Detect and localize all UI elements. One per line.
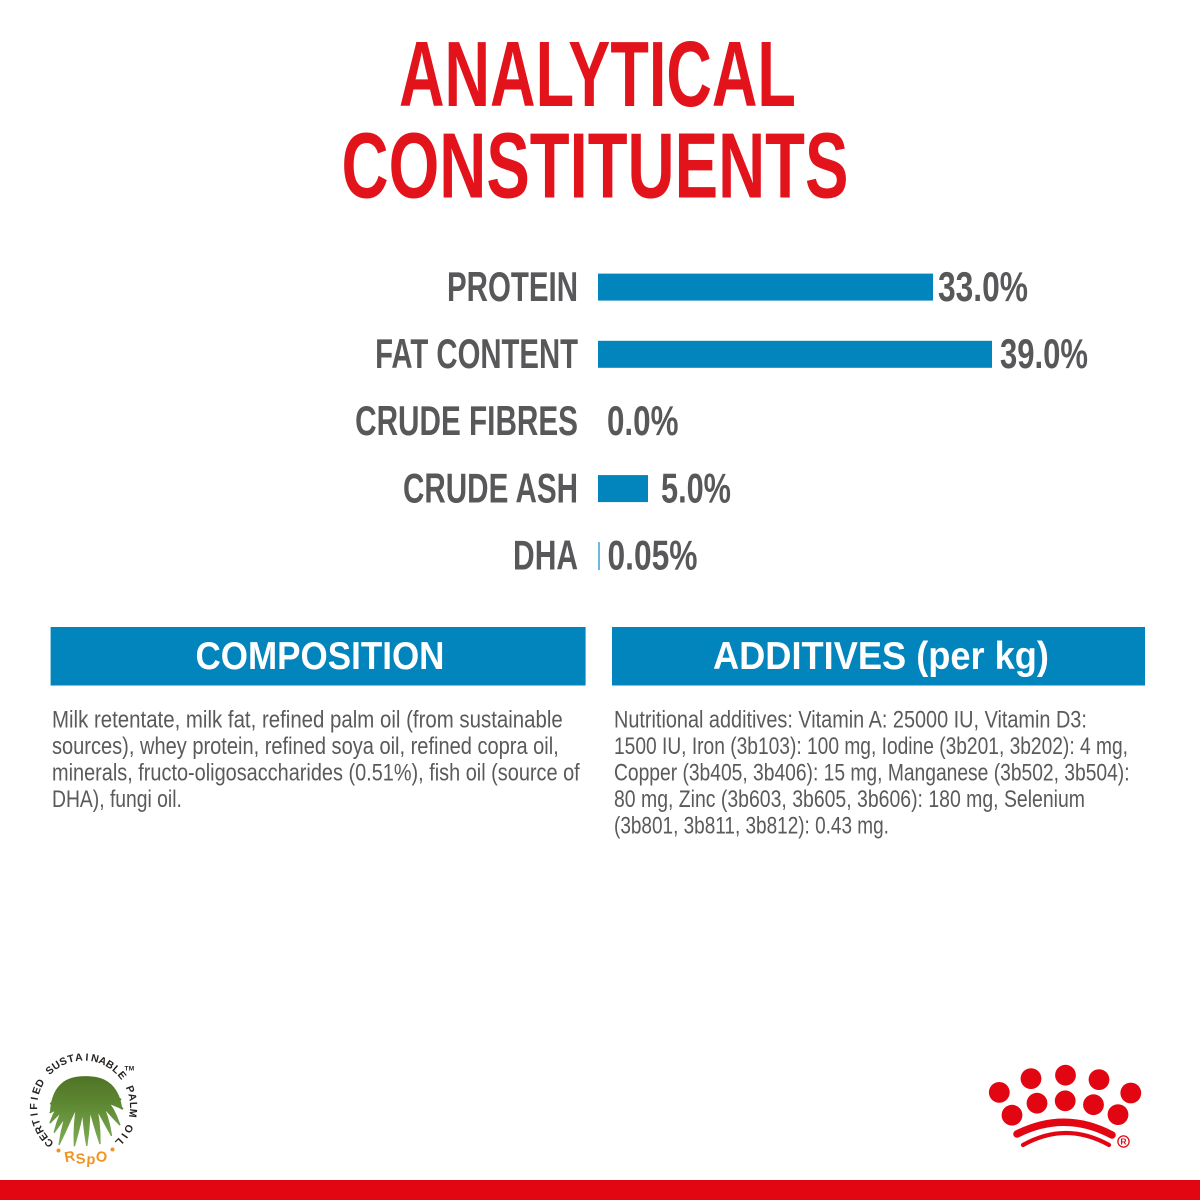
svg-text:5.0%: 5.0% xyxy=(661,465,731,512)
svg-text:(3b801, 3b811, 3b812): 0.43 mg: (3b801, 3b811, 3b812): 0.43 mg. xyxy=(614,811,889,839)
svg-text:R: R xyxy=(1120,1137,1127,1147)
svg-text:L: L xyxy=(112,1135,125,1148)
svg-text:Nutritional additives: Vitamin: Nutritional additives: Vitamin A: 25000 … xyxy=(614,706,1087,733)
svg-text:33.0%: 33.0% xyxy=(938,264,1028,310)
svg-text:M: M xyxy=(126,1108,139,1118)
svg-text:TM: TM xyxy=(125,1066,135,1073)
svg-text:A: A xyxy=(75,1051,84,1064)
svg-text:ADDITIVES (per kg): ADDITIVES (per kg) xyxy=(713,634,1049,677)
svg-text:S: S xyxy=(58,1055,69,1069)
svg-text:T: T xyxy=(66,1052,76,1065)
svg-text:S: S xyxy=(75,1151,86,1168)
svg-text:FAT CONTENT: FAT CONTENT xyxy=(375,330,578,377)
svg-text:A: A xyxy=(97,1054,109,1068)
svg-text:Copper (3b405, 3b406): 15 mg,: Copper (3b405, 3b406): 15 mg, Manganese … xyxy=(614,758,1130,786)
svg-text:DHA: DHA xyxy=(513,532,578,579)
svg-text:1500 IU, Iron (3b103): 100 mg,: 1500 IU, Iron (3b103): 100 mg, Iodine (3… xyxy=(614,732,1128,760)
svg-text:I: I xyxy=(118,1131,130,1140)
svg-text:I: I xyxy=(85,1052,89,1064)
svg-text:O: O xyxy=(94,1149,108,1167)
svg-text:0.0%: 0.0% xyxy=(607,398,678,444)
svg-text:minerals, fructo-oligosacchari: minerals, fructo-oligosaccharides (0.51%… xyxy=(52,759,580,786)
svg-text:P: P xyxy=(123,1084,137,1095)
svg-text:T: T xyxy=(30,1117,44,1127)
svg-text:PROTEIN: PROTEIN xyxy=(447,263,578,310)
svg-text:R: R xyxy=(63,1148,77,1166)
svg-text:I: I xyxy=(29,1096,41,1101)
svg-text:Milk retentate, milk fat, refi: Milk retentate, milk fat, refined palm o… xyxy=(52,706,563,733)
svg-text:I: I xyxy=(29,1112,41,1117)
svg-text:sources), whey protein, refine: sources), whey protein, refined soya oil… xyxy=(52,732,559,759)
svg-text:0.05%: 0.05% xyxy=(608,533,698,579)
svg-text:A: A xyxy=(125,1092,138,1102)
svg-text:N: N xyxy=(90,1052,100,1065)
svg-text:80 mg, Zinc (3b603, 3b605, 3b6: 80 mg, Zinc (3b603, 3b605, 3b606): 180 m… xyxy=(614,785,1085,813)
svg-text:ANALYTICAL: ANALYTICAL xyxy=(399,22,796,126)
svg-text:CRUDE FIBRES: CRUDE FIBRES xyxy=(355,397,578,444)
svg-text:CRUDE ASH: CRUDE ASH xyxy=(403,464,578,511)
svg-text:L: L xyxy=(127,1102,139,1109)
svg-text:p: p xyxy=(86,1152,96,1169)
svg-text:F: F xyxy=(28,1103,40,1110)
svg-text:DHA), fungi oil.: DHA), fungi oil. xyxy=(52,785,182,813)
svg-text:CONSTITUENTS: CONSTITUENTS xyxy=(342,114,849,218)
svg-text:COMPOSITION: COMPOSITION xyxy=(196,634,445,677)
svg-text:39.0%: 39.0% xyxy=(1000,331,1088,377)
svg-text:E: E xyxy=(30,1085,44,1096)
